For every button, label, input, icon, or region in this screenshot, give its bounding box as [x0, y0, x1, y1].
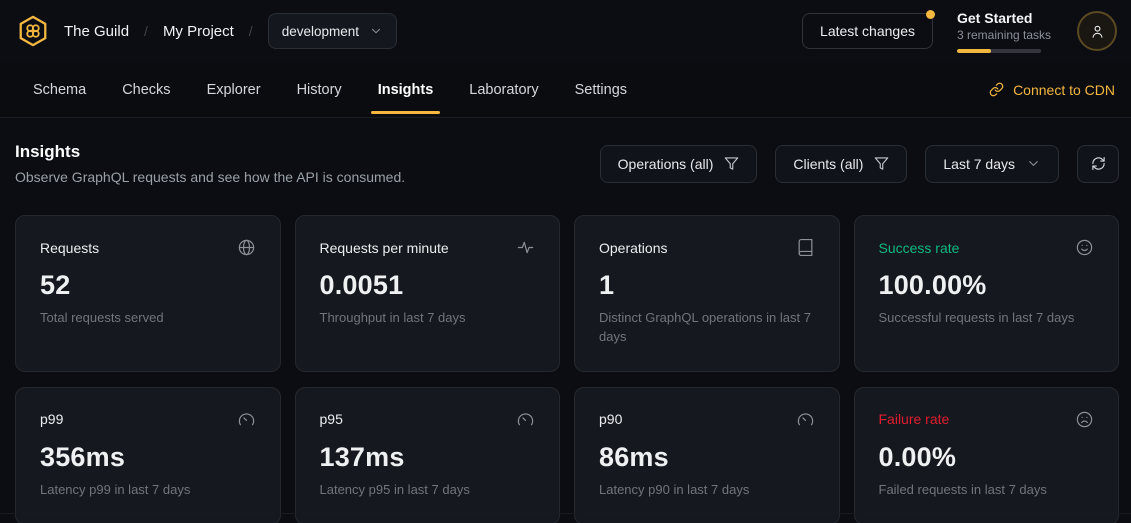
- globe-icon: [237, 238, 256, 257]
- guild-logo-icon[interactable]: [16, 14, 50, 48]
- tab-settings[interactable]: Settings: [574, 81, 628, 98]
- main-nav: Schema Checks Explorer History Insights Labor…: [0, 62, 1131, 118]
- org-link[interactable]: The Guild: [64, 22, 130, 40]
- stats-grid: Requests 52 Total requests served Reques…: [15, 215, 1119, 523]
- tab-schema[interactable]: Schema: [33, 81, 87, 98]
- clients-filter-label: Clients (all): [793, 155, 864, 172]
- latest-changes-button[interactable]: Latest changes: [802, 10, 935, 49]
- user-avatar-button[interactable]: [1077, 11, 1117, 51]
- connect-cdn-label: Connect to CDN: [1013, 81, 1115, 98]
- refresh-button[interactable]: [1077, 144, 1119, 183]
- bottom-divider: [0, 513, 1131, 514]
- clients-filter-button[interactable]: Clients (all): [775, 144, 908, 183]
- filter-icon: [725, 157, 739, 170]
- stat-card: Success rate 100.00% Successful requests…: [853, 215, 1119, 372]
- stat-card-title: Requests per minute: [319, 239, 449, 256]
- stat-card-value: 52: [40, 270, 71, 300]
- stat-card-description: Total requests served: [40, 310, 164, 325]
- chevron-down-icon: [371, 28, 381, 34]
- stat-card-description: Throughput in last 7 days: [319, 310, 466, 325]
- date-range-button[interactable]: Last 7 days: [925, 144, 1059, 183]
- gauge-icon: [237, 410, 256, 429]
- get-started-subtitle: 3 remaining tasks: [957, 27, 1052, 42]
- gauge-icon: [796, 410, 815, 429]
- filter-icon: [875, 157, 889, 170]
- stat-card-title: p90: [599, 411, 623, 428]
- nav-tabs: Schema Checks Explorer History Insights Labor…: [16, 62, 627, 117]
- stat-card-value: 356ms: [40, 441, 126, 472]
- stat-card-value: 86ms: [599, 441, 669, 472]
- get-started-progressbar: [957, 48, 1041, 53]
- breadcrumb-separator: /: [248, 23, 253, 39]
- filter-bar: Operations (all) Clients (all) Last 7 da…: [599, 144, 1119, 183]
- stat-card-description: Successful requests in last 7 days: [878, 310, 1075, 325]
- top-header: The Guild / My Project / development Lat…: [0, 0, 1131, 62]
- stat-card-description: Failed requests in last 7 days: [878, 481, 1047, 497]
- stat-card-description: Distinct GraphQL operations in last 7 da…: [599, 310, 811, 344]
- stat-card-title: p99: [40, 411, 64, 428]
- link-icon: [989, 82, 1004, 97]
- operations-filter-label: Operations (all): [617, 155, 714, 172]
- insights-page: Insights Observe GraphQL requests and se…: [0, 118, 1131, 523]
- tab-insights[interactable]: Insights: [370, 62, 440, 117]
- tab-checks[interactable]: Checks: [122, 81, 171, 98]
- header-right: Latest changes Get Started 3 remaining t…: [802, 10, 1117, 53]
- operations-filter-button[interactable]: Operations (all): [599, 144, 758, 183]
- breadcrumb: The Guild / My Project / development: [16, 13, 397, 49]
- activity-icon: [516, 238, 535, 257]
- stat-card-value: 100.00%: [878, 270, 987, 300]
- latest-changes-label: Latest changes: [820, 23, 915, 39]
- stat-card-title: Requests: [40, 239, 100, 256]
- get-started-progress-fill: [957, 48, 991, 53]
- stat-card-value: 0.00%: [878, 441, 957, 472]
- stat-card: p99 356ms Latency p99 in last 7 days: [15, 386, 281, 523]
- connect-cdn-link[interactable]: Connect to CDN: [989, 62, 1115, 117]
- smile-icon: [1075, 238, 1094, 257]
- frown-icon: [1075, 410, 1094, 429]
- page-subtitle: Observe GraphQL requests and see how the…: [15, 169, 406, 185]
- breadcrumb-separator: /: [144, 23, 148, 39]
- stat-card: p95 137ms Latency p95 in last 7 days: [294, 386, 560, 523]
- get-started-title: Get Started: [957, 9, 1033, 26]
- stat-card-title: Operations: [599, 239, 668, 256]
- page-head-text: Insights Observe GraphQL requests and se…: [15, 142, 405, 185]
- stat-card-title: p95: [319, 411, 343, 428]
- project-link[interactable]: My Project: [162, 22, 234, 40]
- stat-card: Requests per minute 0.0051 Throughput in…: [294, 215, 560, 372]
- person-icon: [1092, 25, 1102, 38]
- stat-card: Operations 1 Distinct GraphQL operations…: [574, 215, 840, 372]
- stat-card-title: Failure rate: [878, 411, 950, 428]
- notification-dot: [926, 10, 935, 19]
- stat-card-description: Latency p99 in last 7 days: [40, 481, 191, 497]
- stat-card-title: Success rate: [878, 239, 960, 256]
- stat-card-description: Latency p90 in last 7 days: [599, 481, 750, 497]
- stat-card: p90 86ms Latency p90 in last 7 days: [574, 386, 840, 523]
- get-started-widget[interactable]: Get Started 3 remaining tasks: [957, 10, 1053, 53]
- page-title: Insights: [15, 142, 81, 161]
- stat-card-value: 137ms: [319, 441, 405, 472]
- stat-card-value: 1: [599, 270, 615, 300]
- date-range-label: Last 7 days: [943, 155, 1015, 172]
- book-icon: [796, 238, 815, 257]
- tab-explorer[interactable]: Explorer: [206, 81, 261, 98]
- target-selector[interactable]: development: [267, 13, 397, 49]
- tab-history[interactable]: History: [296, 81, 342, 98]
- target-selector-value: development: [281, 23, 359, 39]
- stat-card-description: Latency p95 in last 7 days: [319, 481, 470, 497]
- stat-card: Requests 52 Total requests served: [15, 215, 281, 372]
- tab-laboratory[interactable]: Laboratory: [469, 81, 539, 98]
- chevron-down-icon: [1029, 161, 1038, 166]
- refresh-icon: [1091, 157, 1105, 170]
- stat-card: Failure rate 0.00% Failed requests in la…: [853, 386, 1119, 523]
- gauge-icon: [516, 410, 535, 429]
- stat-card-value: 0.0051: [319, 270, 404, 300]
- page-head: Insights Observe GraphQL requests and se…: [15, 142, 1119, 185]
